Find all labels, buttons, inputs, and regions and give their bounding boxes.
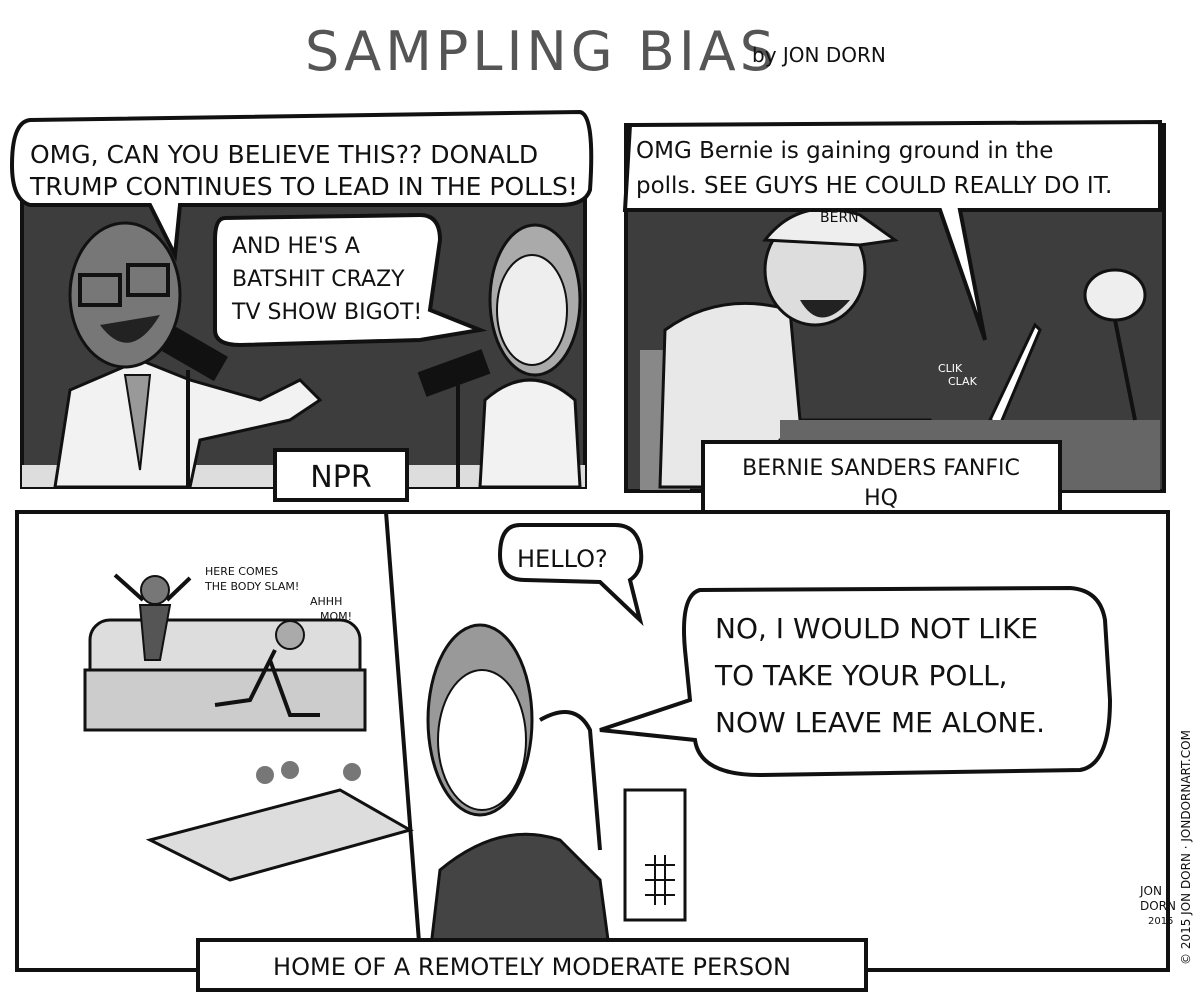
shout: AHHH	[310, 595, 342, 608]
speech-line: TO TAKE YOUR POLL,	[714, 659, 1008, 692]
speech-line: OMG Bernie is gaining ground in the	[636, 138, 1053, 164]
speech-line: OMG, CAN YOU BELIEVE THIS?? DONALD	[30, 140, 538, 169]
caption: HOME OF A REMOTELY MODERATE PERSON	[273, 953, 791, 981]
caption: NPR	[310, 460, 371, 495]
shout: THE BODY SLAM!	[204, 580, 299, 593]
speech-line: NO, I WOULD NOT LIKE	[715, 612, 1038, 645]
sound-effect: CLIK	[938, 362, 963, 375]
signature: JON	[1139, 884, 1162, 898]
panel-bernie: BERN CLIK CLAK OMG Bernie is gaining gro…	[622, 119, 1166, 516]
signature: DORN	[1140, 899, 1176, 913]
speech-line: AND HE'S A	[232, 234, 360, 259]
sound-effect: CLAK	[948, 375, 978, 388]
speech-line: HELLO?	[517, 545, 608, 573]
byline: by JON DORN	[752, 43, 886, 67]
signature: 2015	[1148, 916, 1173, 927]
cap-text: BERN	[820, 210, 859, 226]
panel-npr: OMG, CAN YOU BELIEVE THIS?? DONALD TRUMP…	[9, 109, 594, 502]
shout: HERE COMES	[205, 565, 278, 578]
speech-line: polls. SEE GUYS HE COULD REALLY DO IT.	[636, 173, 1112, 199]
speech-line: TV SHOW BIGOT!	[231, 300, 422, 325]
speech-line: BATSHIT CRAZY	[232, 267, 405, 292]
speech-line: TRUMP CONTINUES TO LEAD IN THE POLLS!	[29, 172, 578, 201]
panel-home: HERE COMES THE BODY SLAM! AHHH MOM! HELL…	[15, 510, 1176, 992]
shout: MOM!	[320, 610, 352, 623]
title: SAMPLING BIAS	[305, 20, 778, 83]
caption: BERNIE SANDERS FANFIC	[742, 456, 1020, 481]
speech-line: NOW LEAVE ME ALONE.	[715, 706, 1045, 739]
caption: HQ	[864, 486, 898, 511]
credit: © 2015 JON DORN · JONDORNART.COM	[1179, 730, 1193, 965]
